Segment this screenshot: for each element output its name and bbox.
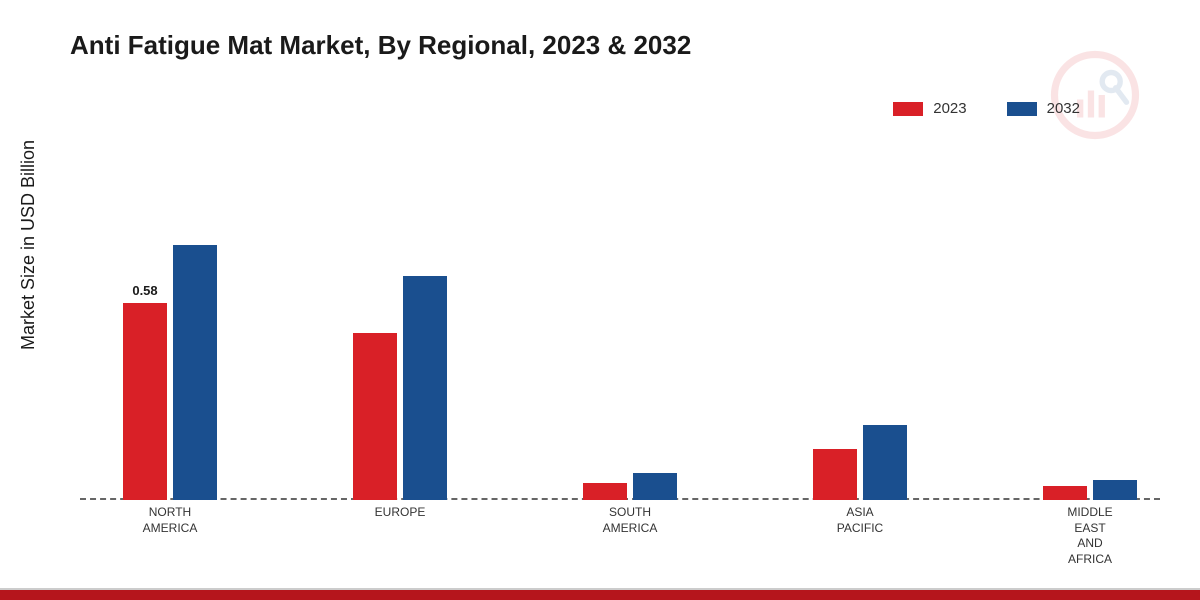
legend-swatch-2032 [1007,102,1037,116]
bar-2023 [353,333,397,500]
bar-2032 [633,473,677,500]
x-tick-label: SOUTH AMERICA [570,505,690,536]
x-tick-label: NORTH AMERICA [110,505,230,536]
legend-label-2032: 2032 [1047,100,1080,117]
bar-2032 [1093,480,1137,500]
x-tick-label: MIDDLE EAST AND AFRICA [1030,505,1150,567]
chart-title: Anti Fatigue Mat Market, By Regional, 20… [70,30,691,61]
bar-group [340,276,460,500]
bar-2023 [813,449,857,500]
bar-value-label: 0.58 [132,283,157,298]
x-tick-label: ASIA PACIFIC [800,505,920,536]
bar-2023 [583,483,627,500]
chart-plot-area: 0.58 [80,160,1160,500]
legend-item-2023: 2023 [893,100,966,117]
bar-group [570,473,690,500]
x-tick-label: EUROPE [340,505,460,521]
legend-swatch-2023 [893,102,923,116]
bar-group [800,425,920,500]
watermark-logo [1050,50,1140,140]
bar-2023 [1043,486,1087,500]
legend-label-2023: 2023 [933,100,966,117]
bar-group: 0.58 [110,245,230,500]
bar-2032 [403,276,447,500]
bar-2032 [173,245,217,500]
legend: 2023 2032 [893,100,1080,117]
legend-item-2032: 2032 [1007,100,1080,117]
bar-group [1030,480,1150,500]
bar-2023: 0.58 [123,303,167,500]
footer-bar [0,590,1200,600]
y-axis-label: Market Size in USD Billion [18,140,39,350]
bar-2032 [863,425,907,500]
